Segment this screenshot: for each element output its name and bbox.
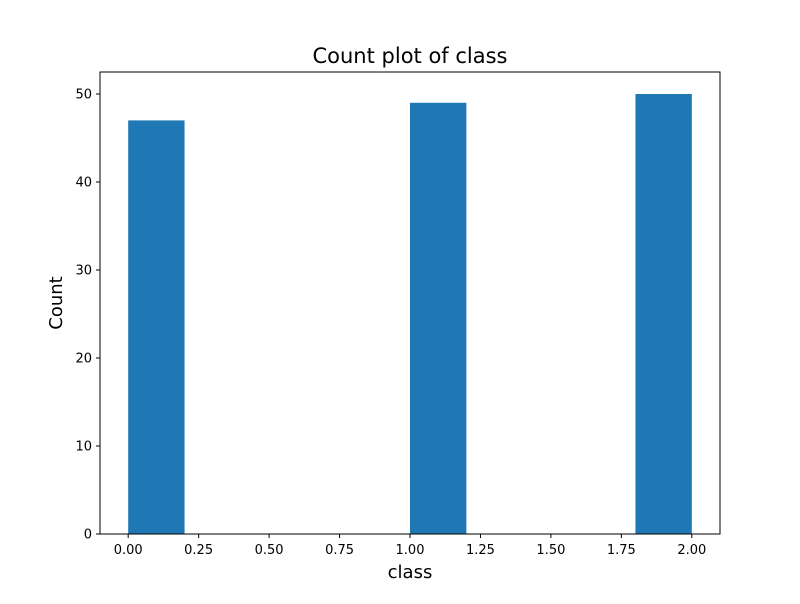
x-tick-label: 2.00 [677, 543, 706, 558]
bars-group [128, 94, 692, 535]
y-tick-label: 30 [75, 264, 92, 279]
y-tick-label: 10 [75, 440, 92, 455]
x-axis-ticks: 0.00 0.25 0.50 0.75 1.00 1.25 1.50 1.75 2.00 [114, 534, 706, 558]
y-tick-label: 0 [84, 528, 92, 543]
x-tick-label: 1.50 [536, 543, 565, 558]
bar-2 [635, 94, 692, 534]
bar-1 [410, 102, 467, 535]
x-tick-label: 0.75 [325, 543, 354, 558]
bar-0 [128, 120, 185, 535]
x-tick-label: 1.00 [396, 543, 425, 558]
plot-area-frame [99, 71, 721, 535]
x-tick-label: 0.00 [114, 543, 143, 558]
x-tick-label: 0.25 [184, 543, 213, 558]
y-tick-label: 50 [75, 88, 92, 103]
chart-title: Count plot of class [312, 44, 507, 68]
y-axis-ticks: 0 10 20 30 40 50 [75, 88, 100, 543]
y-axis-label: Count [46, 276, 67, 329]
x-tick-label: 1.25 [466, 543, 495, 558]
y-tick-label: 40 [75, 176, 92, 191]
x-axis-label: class [388, 562, 433, 583]
x-tick-label: 0.50 [255, 543, 284, 558]
x-tick-label: 1.75 [607, 543, 636, 558]
y-tick-label: 20 [75, 352, 92, 367]
